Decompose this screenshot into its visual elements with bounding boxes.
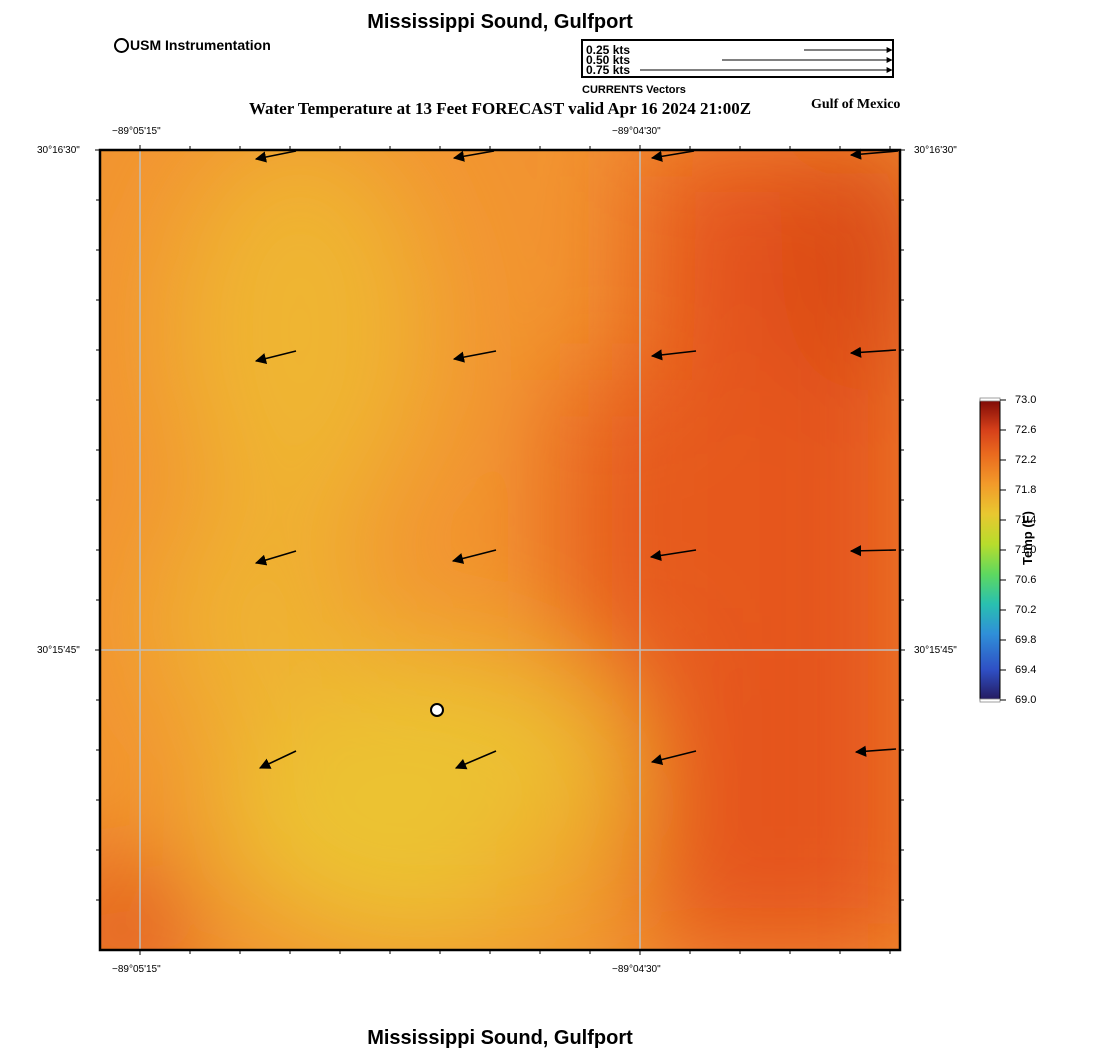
- colorbar-tick-label: 73.0: [1015, 394, 1037, 406]
- vector-legend-label: 0.25 kts: [586, 43, 631, 57]
- current-arrow: [254, 150, 297, 163]
- colorbar-ticks: [1000, 399, 1006, 701]
- current-arrow: [452, 150, 495, 162]
- graticule: [100, 150, 900, 950]
- current-vectors: [254, 148, 899, 770]
- current-arrow: [454, 750, 497, 770]
- colorbar-tick-label: 71.0: [1015, 544, 1037, 556]
- right-lat-label: 30°16'30": [914, 145, 957, 156]
- left-lat-label: 30°15'45": [37, 645, 80, 656]
- colorbar-tick-label: 70.6: [1015, 574, 1037, 586]
- colorbar: [979, 399, 1001, 701]
- vector-legend-arrows: [640, 47, 893, 73]
- top-lon-label: −89°04'30": [612, 126, 661, 137]
- colorbar-tick-label: 71.4: [1015, 514, 1037, 526]
- colorbar-tick-label: 72.6: [1015, 424, 1037, 436]
- open-circle-icon: [114, 38, 129, 53]
- colorbar-tick-label: 70.2: [1015, 604, 1037, 616]
- region-label: Gulf of Mexico: [811, 97, 901, 112]
- map-title: Mississippi Sound, Gulfport: [367, 11, 633, 33]
- current-arrow: [650, 349, 697, 361]
- colorbar-tick-label: 69.8: [1015, 634, 1037, 646]
- bottom-lon-label: −89°05'15": [112, 964, 161, 975]
- current-arrow: [849, 148, 899, 160]
- map-bottom-title: Mississippi Sound, Gulfport: [367, 1027, 633, 1049]
- current-arrow: [254, 550, 297, 566]
- current-arrow: [650, 750, 697, 765]
- colorbar-title: Temp (F): [1020, 511, 1035, 565]
- vector-legend-label: 0.50 kts: [586, 53, 631, 67]
- current-arrow: [849, 346, 897, 358]
- top-lon-label: −89°05'15": [112, 126, 161, 137]
- current-vector-legend-box: [581, 39, 894, 78]
- current-arrow: [451, 549, 497, 564]
- current-arrow: [258, 750, 297, 769]
- usm-instrument-marker: [430, 703, 444, 717]
- current-arrow: [254, 350, 297, 364]
- current-arrow: [854, 745, 897, 757]
- colorbar-tick-label: 71.8: [1015, 484, 1037, 496]
- right-lat-label: 30°15'45": [914, 645, 957, 656]
- current-arrow: [650, 150, 695, 162]
- map-subtitle: Water Temperature at 13 Feet FORECAST va…: [248, 99, 752, 118]
- colorbar-tick-label: 69.4: [1015, 664, 1037, 676]
- current-arrow: [649, 549, 697, 561]
- instrumentation-legend-label: USM Instrumentation: [130, 37, 271, 53]
- colorbar-tick-label: 72.2: [1015, 454, 1037, 466]
- bottom-lon-label: −89°04'30": [612, 964, 661, 975]
- colorbar-tick-label: 69.0: [1015, 694, 1037, 706]
- vector-legend-label: 0.75 kts: [586, 63, 631, 77]
- vector-legend-caption: CURRENTS Vectors: [582, 84, 686, 96]
- left-lat-label: 30°16'30": [37, 145, 80, 156]
- axis-ticks: [95, 145, 905, 955]
- current-arrow: [452, 350, 497, 363]
- temperature-field: [100, 150, 900, 950]
- current-arrow: [849, 545, 897, 557]
